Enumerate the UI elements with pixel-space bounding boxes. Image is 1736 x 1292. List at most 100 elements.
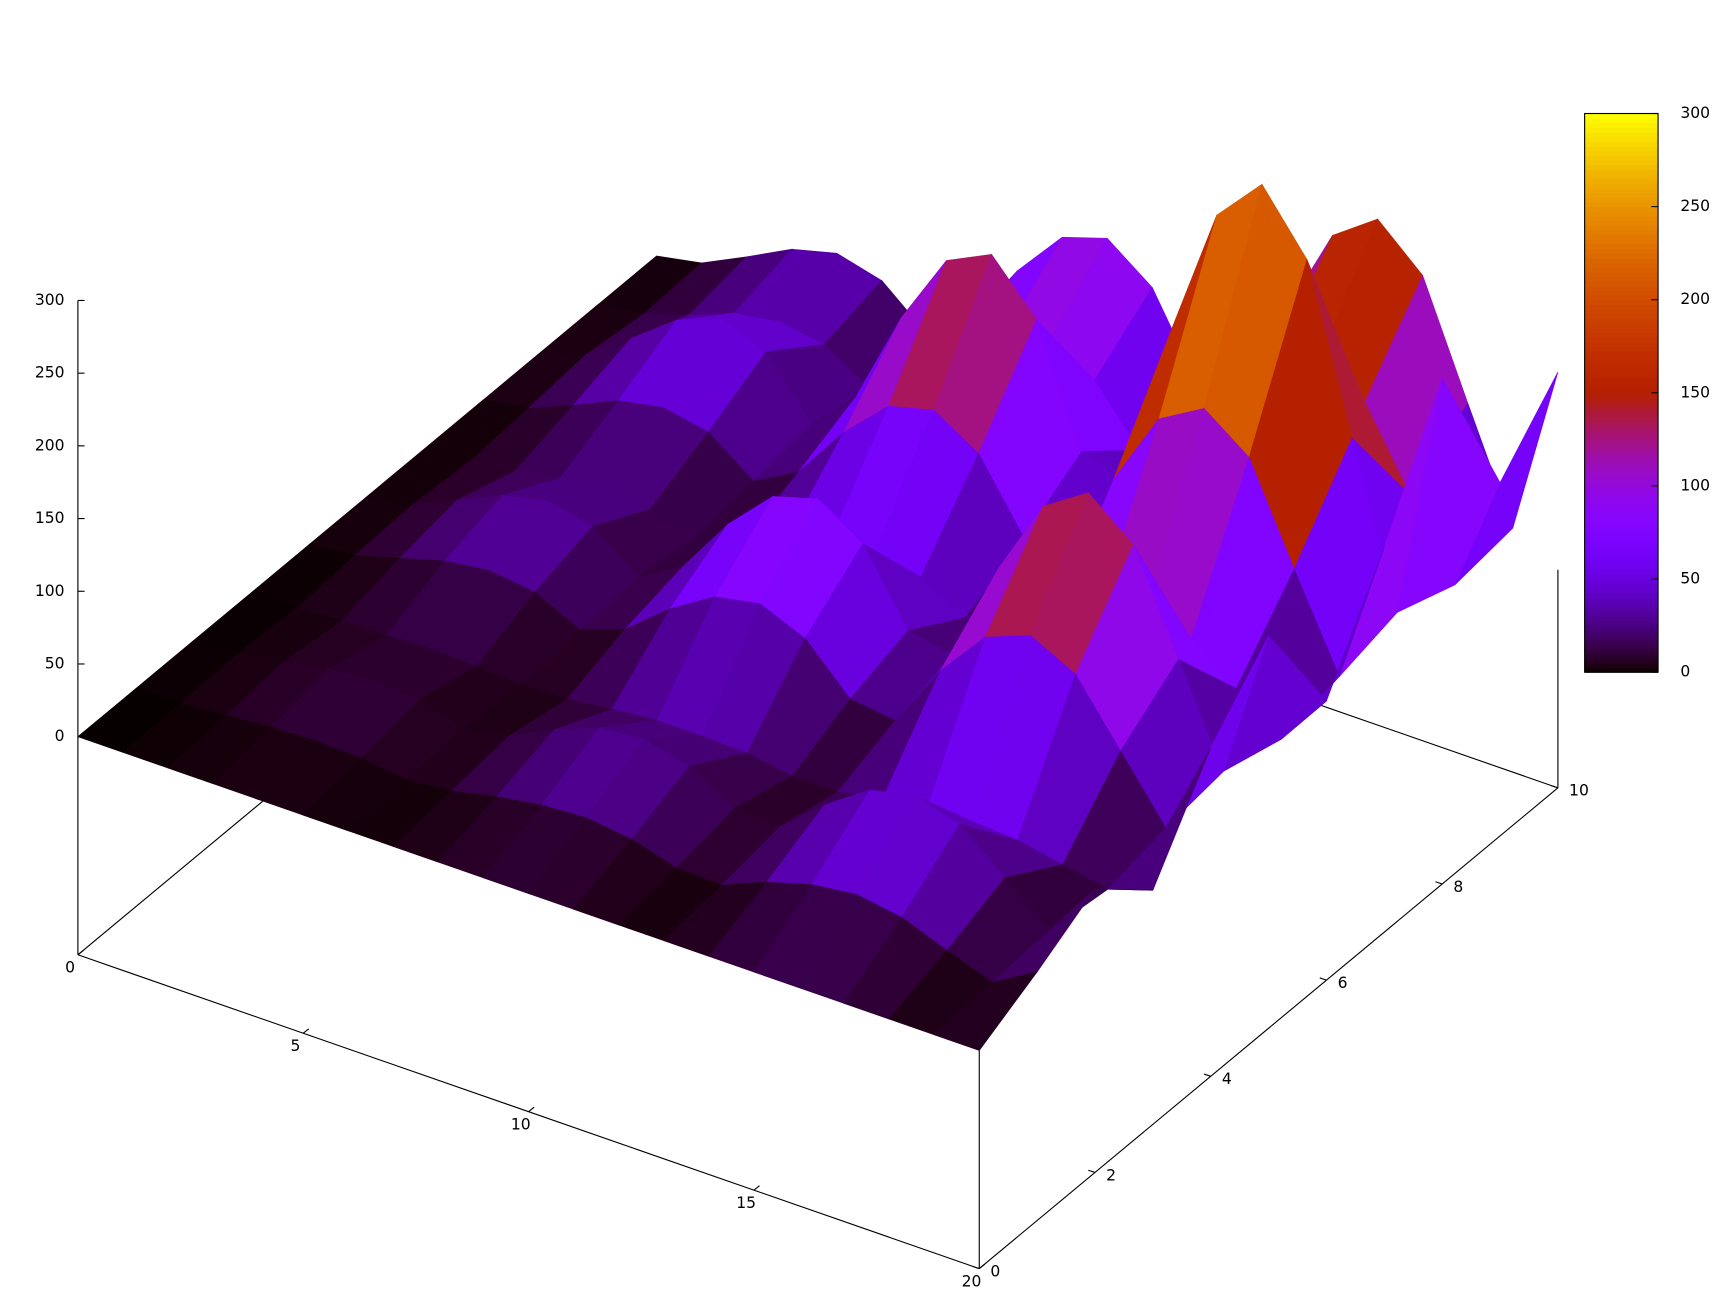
colorbar-segment [1584, 169, 1659, 175]
colorbar-segment [1584, 192, 1659, 198]
colorbar-segment [1584, 234, 1659, 240]
colorbar-segment [1584, 527, 1659, 534]
z-tick-label: 200 [35, 436, 65, 454]
x-axis [77, 954, 980, 1270]
colorbar-segment [1584, 122, 1659, 129]
colorbar-segment [1584, 569, 1659, 576]
colorbar-segment [1584, 271, 1659, 278]
y-tick-label: 0 [990, 1262, 1000, 1280]
colorbar-segment [1584, 592, 1659, 599]
colorbar-segment [1584, 620, 1659, 627]
surface-facet [933, 971, 1038, 1051]
y-tick [1088, 1169, 1096, 1173]
colorbar-segment [1584, 360, 1659, 366]
z-tick-label: 0 [55, 727, 65, 745]
y-tick-label: 8 [1453, 878, 1463, 896]
colorbar-segment [1584, 644, 1659, 650]
colorbar-segment [1584, 243, 1659, 250]
colorbar-segment [1584, 146, 1659, 152]
colorbar-segment [1584, 136, 1659, 143]
colorbar-segment [1584, 118, 1659, 124]
colorbar-tick-label: 100 [1680, 476, 1710, 494]
x-tick [978, 1263, 986, 1270]
colorbar-segment [1584, 383, 1659, 389]
colorbar-segment [1584, 201, 1659, 208]
colorbar-segment [1584, 350, 1659, 357]
colorbar-segment [1584, 225, 1659, 231]
colorbar-segment [1584, 411, 1659, 417]
colorbar-tick-label: 300 [1680, 104, 1710, 122]
colorbar-segment [1584, 457, 1659, 464]
colorbar-segment [1584, 160, 1659, 166]
colorbar-segment [1584, 262, 1659, 268]
colorbar-segment [1584, 630, 1659, 636]
z-tick-label: 300 [35, 291, 65, 309]
colorbar-segment [1584, 546, 1659, 552]
colorbar-segment [1584, 155, 1659, 161]
x-tick [302, 1028, 310, 1034]
colorbar-segment [1584, 206, 1659, 212]
colorbar-segment [1584, 625, 1659, 631]
colorbar-segment [1584, 402, 1659, 408]
colorbar-segment [1584, 532, 1659, 538]
colorbar-segment [1584, 560, 1659, 566]
x-tick [753, 1185, 760, 1191]
colorbar-segment [1584, 476, 1659, 482]
colorbar-segment [1584, 239, 1659, 245]
colorbar-segment [1584, 178, 1659, 185]
colorbar-segment [1584, 378, 1659, 385]
y-tick-label: 6 [1338, 974, 1348, 992]
z-tick-label: 50 [45, 654, 65, 672]
colorbar-segment [1584, 267, 1659, 273]
colorbar-segment [1584, 523, 1659, 529]
colorbar-segment [1584, 346, 1659, 352]
x-tick-label: 0 [65, 959, 75, 977]
y-tick [1203, 1073, 1211, 1077]
colorbar-segment [1584, 513, 1659, 520]
colorbar-segment [1584, 467, 1659, 473]
colorbar-segment [1584, 555, 1659, 562]
colorbar-segment [1584, 579, 1659, 585]
colorbar-segment [1584, 485, 1659, 492]
plot: 0501001502002503000510152002468100501001… [35, 104, 1710, 1290]
colorbar-segment [1584, 653, 1659, 659]
colorbar-segment [1584, 462, 1659, 468]
colorbar-segment [1584, 565, 1659, 571]
colorbar-segment [1584, 425, 1659, 431]
colorbar-segment [1584, 248, 1659, 254]
colorbar-tick-label: 0 [1680, 663, 1690, 681]
colorbar-tick-label: 200 [1680, 290, 1710, 308]
x-tick-label: 15 [736, 1194, 756, 1212]
colorbar-segment [1584, 439, 1659, 445]
colorbar-segment [1584, 597, 1659, 603]
colorbar-segment [1584, 304, 1659, 310]
colorbar-segment [1584, 309, 1659, 315]
colorbar-segment [1584, 215, 1659, 222]
colorbar-segment [1584, 295, 1659, 301]
colorbar-segment [1584, 397, 1659, 403]
colorbar-segment [1584, 471, 1659, 478]
colorbar-segment [1584, 518, 1659, 524]
y-tick-label: 2 [1106, 1166, 1116, 1184]
colorbar-segment [1584, 369, 1659, 375]
colorbar-segment [1584, 602, 1659, 608]
colorbar-segment [1584, 392, 1659, 399]
colorbar-segment [1584, 276, 1659, 282]
colorbar-segment [1584, 322, 1659, 329]
colorbar-segment [1584, 257, 1659, 264]
x-tick [528, 1106, 535, 1113]
colorbar-segment [1584, 611, 1659, 617]
colorbar-segment [1584, 453, 1659, 459]
colorbar-segment [1584, 499, 1659, 506]
y-tick [1551, 785, 1559, 789]
colorbar-tick-label: 50 [1680, 570, 1700, 588]
colorbar-segment [1584, 430, 1659, 436]
colorbar-segment [1584, 164, 1659, 171]
z-tick-label: 250 [35, 364, 65, 382]
y-tick-label: 10 [1569, 782, 1589, 800]
colorbar-segment [1584, 197, 1659, 203]
colorbar-segment [1584, 667, 1659, 673]
y-axis [978, 787, 1559, 1270]
